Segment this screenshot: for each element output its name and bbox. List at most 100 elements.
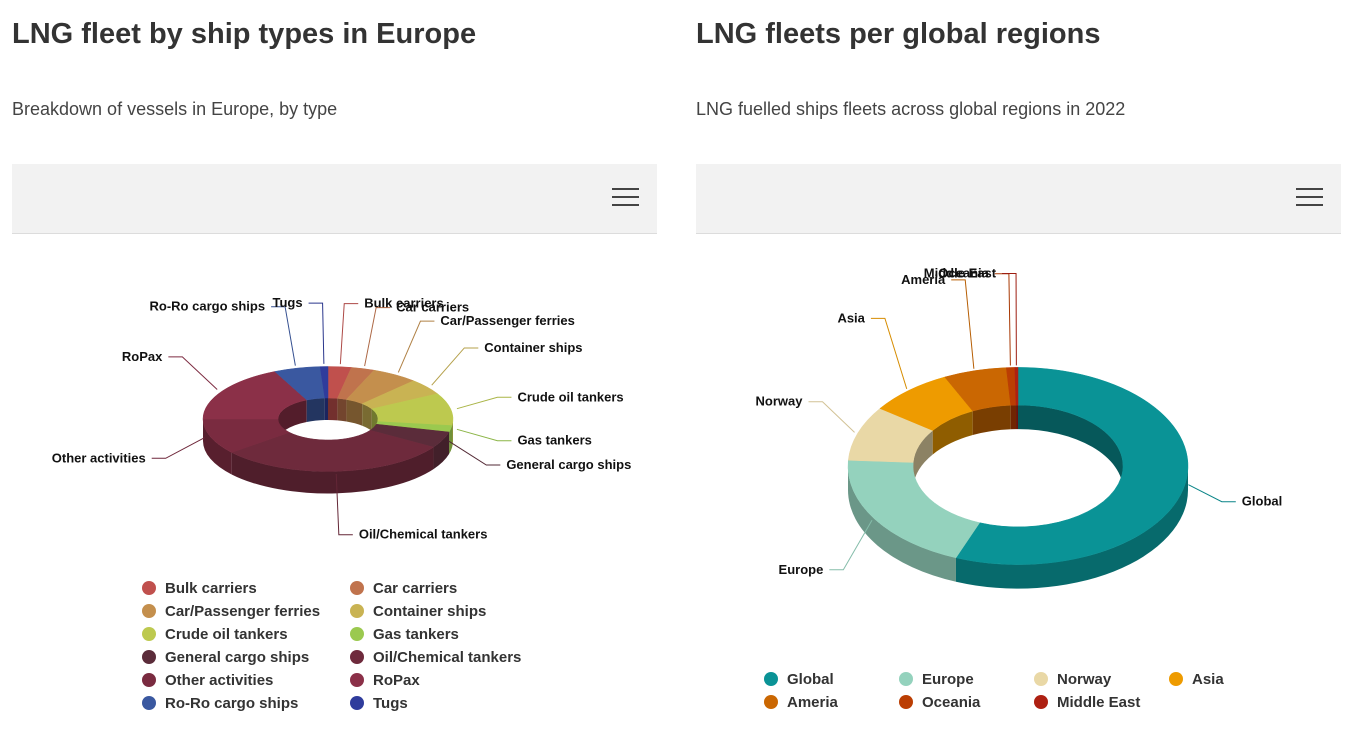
- connector-container-ships: [431, 347, 479, 386]
- legend-item-oceania[interactable]: Oceania: [899, 694, 981, 711]
- donut-hole-walls: [278, 398, 378, 441]
- ship-types-panel: LNG fleet by ship types in Europe Breakd…: [12, 0, 657, 737]
- legend-marker-asia: [1169, 672, 1183, 686]
- legend-item-asia[interactable]: Asia: [1169, 671, 1224, 688]
- outer-wall-general-cargo-ships: [433, 432, 450, 470]
- outer-wall-other-activities: [203, 419, 232, 475]
- legend-item-oil-chemical-tankers[interactable]: Oil/Chemical tankers: [350, 649, 521, 666]
- data-label-tugs: Tugs: [272, 295, 302, 310]
- legend-marker-container-ships: [350, 604, 364, 618]
- inner-wall-oceania: [1010, 405, 1017, 430]
- data-label-oil-chemical-tankers: Oil/Chemical tankers: [359, 527, 488, 542]
- legend-marker-car-carriers: [350, 581, 364, 595]
- legend-label-bulk-carriers: Bulk carriers: [165, 580, 257, 597]
- ship-types-chart-toolbar: [12, 164, 657, 234]
- slice-tugs[interactable]: [319, 366, 329, 399]
- inner-wall-ameria: [972, 405, 1011, 436]
- legend-item-middle-east[interactable]: Middle East: [1034, 694, 1140, 711]
- inner-wall-container-ships: [362, 403, 372, 431]
- slice-europe[interactable]: [847, 460, 981, 559]
- legend-item-gas-tankers[interactable]: Gas tankers: [350, 626, 459, 643]
- ship-types-chart-title: LNG fleet by ship types in Europe: [12, 18, 477, 50]
- legend: Global Europe Norway Asia Ameria Oceania Middl…: [764, 671, 1224, 711]
- legend-label-oil-chemical-tankers: Oil/Chemical tankers: [373, 649, 521, 666]
- inner-wall-norway: [913, 430, 933, 487]
- data-label-asia: Asia: [837, 310, 865, 325]
- data-label-ameria: Ameria: [901, 272, 946, 287]
- data-label-middle-east: Middle East: [924, 266, 997, 281]
- data-label-crude-oil-tankers: Crude oil tankers: [517, 389, 623, 404]
- legend-item-car-carriers[interactable]: Car carriers: [350, 580, 457, 597]
- data-label-global: Global: [1242, 494, 1282, 509]
- legend-label-gas-tankers: Gas tankers: [373, 626, 459, 643]
- legend-item-europe[interactable]: Europe: [899, 671, 974, 688]
- legend-marker-global: [764, 672, 778, 686]
- global-regions-donut-chart: Global Europe Norway Asia Ameria Oceania Middl…: [696, 234, 1341, 737]
- legend-item-general-cargo-ships[interactable]: General cargo ships: [142, 649, 309, 666]
- legend-item-bulk-carriers[interactable]: Bulk carriers: [142, 580, 257, 597]
- slice-ropax[interactable]: [202, 371, 308, 420]
- slice-global[interactable]: [955, 367, 1189, 565]
- data-label-bulk-carriers: Bulk carriers: [364, 296, 444, 311]
- connector-other-activities: [151, 437, 205, 459]
- legend-item-other-activities[interactable]: Other activities: [142, 672, 273, 689]
- data-label-oceania: Oceania: [938, 266, 989, 281]
- legend-marker-general-cargo-ships: [142, 650, 156, 664]
- donut-slices: [202, 366, 454, 472]
- legend-item-container-ships[interactable]: Container ships: [350, 603, 486, 620]
- legend-item-ropax[interactable]: RoPax: [350, 672, 420, 689]
- data-label-ropax: RoPax: [122, 349, 163, 364]
- inner-wall-bulk-carriers: [328, 398, 338, 421]
- legend-marker-ropax: [350, 673, 364, 687]
- data-label-container-ships: Container ships: [484, 340, 582, 355]
- legend: Bulk carriers Car carriers Car/Passenger f…: [142, 580, 521, 712]
- data-label-car-passenger-ferries: Car/Passenger ferries: [440, 313, 574, 328]
- inner-wall-asia: [932, 411, 973, 455]
- legend-marker-norway: [1034, 672, 1048, 686]
- donut-outer-walls: [203, 419, 453, 494]
- hamburger-menu-icon[interactable]: [611, 184, 641, 212]
- legend-item-global[interactable]: Global: [764, 671, 834, 688]
- legend-item-ameria[interactable]: Ameria: [764, 694, 839, 711]
- outer-wall-gas-tankers: [449, 425, 453, 455]
- connector-car-carriers: [364, 307, 391, 367]
- legend-item-ro-ro-cargo-ships[interactable]: Ro-Ro cargo ships: [142, 695, 298, 712]
- legend-label-norway: Norway: [1057, 671, 1112, 688]
- legend-item-crude-oil-tankers[interactable]: Crude oil tankers: [142, 626, 288, 643]
- legend-item-norway[interactable]: Norway: [1034, 671, 1112, 688]
- legend-item-car-passenger-ferries[interactable]: Car/Passenger ferries: [142, 603, 320, 620]
- legend-label-tugs: Tugs: [373, 695, 408, 712]
- data-labels: Global Europe Norway Asia AmeriaOceaniaMiddl…: [756, 266, 1283, 577]
- hamburger-menu-icon[interactable]: [1295, 184, 1325, 212]
- outer-wall-europe: [848, 466, 956, 582]
- connector-tugs: [308, 302, 325, 364]
- data-label-europe: Europe: [779, 562, 824, 577]
- ship-types-donut-chart: Bulk carriers Car carriers Car/Passenger f…: [12, 234, 657, 737]
- connector-norway: [808, 401, 855, 433]
- legend-marker-ameria: [764, 695, 778, 709]
- global-regions-panel: LNG fleets per global regions LNG fuelle…: [696, 0, 1341, 737]
- slice-middle-east[interactable]: [1014, 367, 1019, 406]
- legend-label-asia: Asia: [1192, 671, 1224, 688]
- donut-slices: [847, 367, 1189, 565]
- data-label-car-carriers: Car carriers: [396, 300, 469, 315]
- legend-label-container-ships: Container ships: [373, 603, 486, 620]
- connector-gas-tankers: [456, 428, 512, 442]
- legend-item-tugs[interactable]: Tugs: [350, 695, 408, 712]
- connector-ameria: [951, 279, 975, 369]
- legend-marker-gas-tankers: [350, 627, 364, 641]
- inner-wall-car-passenger-ferries: [346, 399, 363, 426]
- legend-label-global: Global: [787, 671, 834, 688]
- slice-oil-chemical-tankers[interactable]: [231, 429, 435, 472]
- inner-wall-tugs: [324, 398, 328, 421]
- connector-ro-ro-cargo-ships: [271, 306, 296, 366]
- legend-label-middle-east: Middle East: [1057, 694, 1140, 711]
- legend-marker-oil-chemical-tankers: [350, 650, 364, 664]
- legend-label-general-cargo-ships: General cargo ships: [165, 649, 309, 666]
- legend-label-car-passenger-ferries: Car/Passenger ferries: [165, 603, 320, 620]
- legend-label-crude-oil-tankers: Crude oil tankers: [165, 626, 288, 643]
- legend-label-other-activities: Other activities: [165, 672, 273, 689]
- legend-marker-ro-ro-cargo-ships: [142, 696, 156, 710]
